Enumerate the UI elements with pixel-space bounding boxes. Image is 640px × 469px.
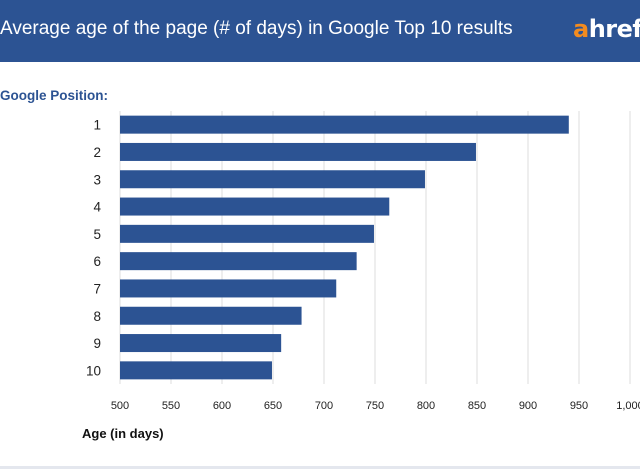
x-axis-label: Age (in days) xyxy=(82,426,164,441)
bar xyxy=(120,170,425,189)
bar xyxy=(120,279,337,298)
category-label: 9 xyxy=(93,336,101,351)
x-tick-label: 850 xyxy=(468,400,486,412)
x-tick-label: 950 xyxy=(570,400,588,412)
logo-text: hrefs xyxy=(588,15,640,43)
x-tick-label: 800 xyxy=(417,400,435,412)
category-label: 7 xyxy=(93,281,101,296)
category-label: 6 xyxy=(93,254,101,269)
category-label: 3 xyxy=(93,172,101,187)
x-tick-label: 600 xyxy=(213,400,231,412)
category-label: 1 xyxy=(93,118,101,133)
x-tick-label: 550 xyxy=(162,400,180,412)
category-label: 5 xyxy=(93,227,101,242)
bar xyxy=(120,252,357,271)
category-label: 4 xyxy=(93,200,101,215)
chart-header: Average age of the page (# of days) in G… xyxy=(0,0,640,62)
bar xyxy=(120,142,476,161)
bar xyxy=(120,306,302,325)
footer-divider xyxy=(0,466,640,469)
y-axis-label: Google Position: xyxy=(0,88,108,103)
category-label: 8 xyxy=(93,309,101,324)
ahrefs-logo: ahrefs xyxy=(573,14,640,44)
bar xyxy=(120,115,569,134)
bar xyxy=(120,224,374,243)
category-label: 2 xyxy=(93,145,101,160)
x-tick-label: 750 xyxy=(366,400,384,412)
x-tick-label: 700 xyxy=(315,400,333,412)
bar xyxy=(120,197,390,216)
bar xyxy=(120,334,282,353)
x-tick-label: 900 xyxy=(519,400,537,412)
category-label: 10 xyxy=(86,363,101,378)
x-tick-label: 650 xyxy=(264,400,282,412)
x-tick-label: 1,000 xyxy=(616,400,640,412)
chart-title: Average age of the page (# of days) in G… xyxy=(0,18,513,39)
logo-letter-a: a xyxy=(573,15,589,43)
bar xyxy=(120,361,272,380)
x-tick-label: 500 xyxy=(111,400,129,412)
